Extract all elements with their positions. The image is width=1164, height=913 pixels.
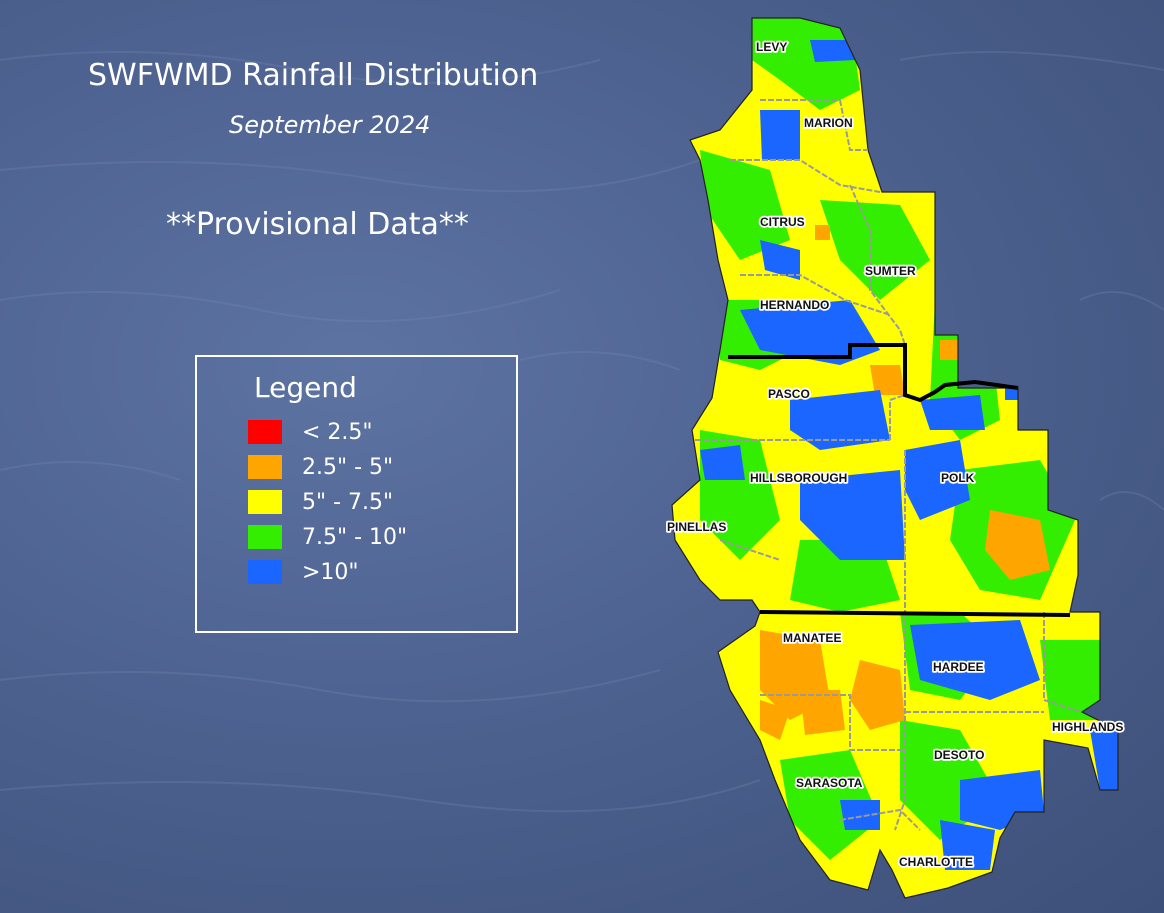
legend-label: 2.5" - 5" <box>302 454 394 480</box>
legend-item-lt-2-5: < 2.5" <box>248 419 373 445</box>
legend-item-7-5-to-10: 7.5" - 10" <box>248 524 407 550</box>
district-area <box>672 18 1118 898</box>
county-label-highlands: HIGHLANDS <box>1052 720 1123 734</box>
county-label-hernando: HERNANDO <box>760 298 829 312</box>
map-title: SWFWMD Rainfall Distribution <box>88 58 539 93</box>
legend-item-5-to-7-5: 5" - 7.5" <box>248 489 393 515</box>
county-label-polk: POLK <box>941 471 975 485</box>
district-outline <box>671 17 1119 899</box>
legend-item-gt-10: >10" <box>248 559 359 585</box>
county-label-pasco: PASCO <box>768 387 810 401</box>
legend-swatch-orange <box>248 455 282 479</box>
legend-label: 7.5" - 10" <box>302 524 408 550</box>
provisional-note: **Provisional Data** <box>166 207 469 242</box>
county-label-desoto: DESOTO <box>934 748 984 762</box>
county-label-marion: MARION <box>804 116 853 130</box>
county-label-hillsborough: HILLSBOROUGH <box>750 471 847 485</box>
legend-title: Legend <box>254 371 357 404</box>
region-boundaries <box>728 343 1071 617</box>
legend-label: 5" - 7.5" <box>302 489 394 515</box>
county-label-charlotte: CHARLOTTE <box>899 855 973 869</box>
county-label-sumter: SUMTER <box>865 264 916 278</box>
county-borders <box>695 99 1083 831</box>
county-labels: LEVY MARION CITRUS SUMTER HERNANDO PASCO… <box>665 38 1125 871</box>
legend-label: < 2.5" <box>302 419 373 445</box>
legend-swatch-yellow <box>248 490 282 514</box>
county-label-hardee: HARDEE <box>933 660 984 674</box>
county-label-pinellas: PINELLAS <box>667 520 726 534</box>
county-label-levy: LEVY <box>756 40 787 54</box>
legend-item-2-5-to-5: 2.5" - 5" <box>248 454 393 480</box>
legend-swatch-green <box>248 525 282 549</box>
legend-label: >10" <box>302 559 359 585</box>
county-label-citrus: CITRUS <box>760 215 805 229</box>
county-label-sarasota: SARASOTA <box>796 776 863 790</box>
legend-swatch-blue <box>248 560 282 584</box>
legend-swatch-red <box>248 420 282 444</box>
map-subtitle: September 2024 <box>229 111 431 139</box>
legend-box: Legend < 2.5" 2.5" - 5" 5" - 7.5" 7.5" -… <box>195 355 518 633</box>
county-label-manatee: MANATEE <box>783 631 841 645</box>
